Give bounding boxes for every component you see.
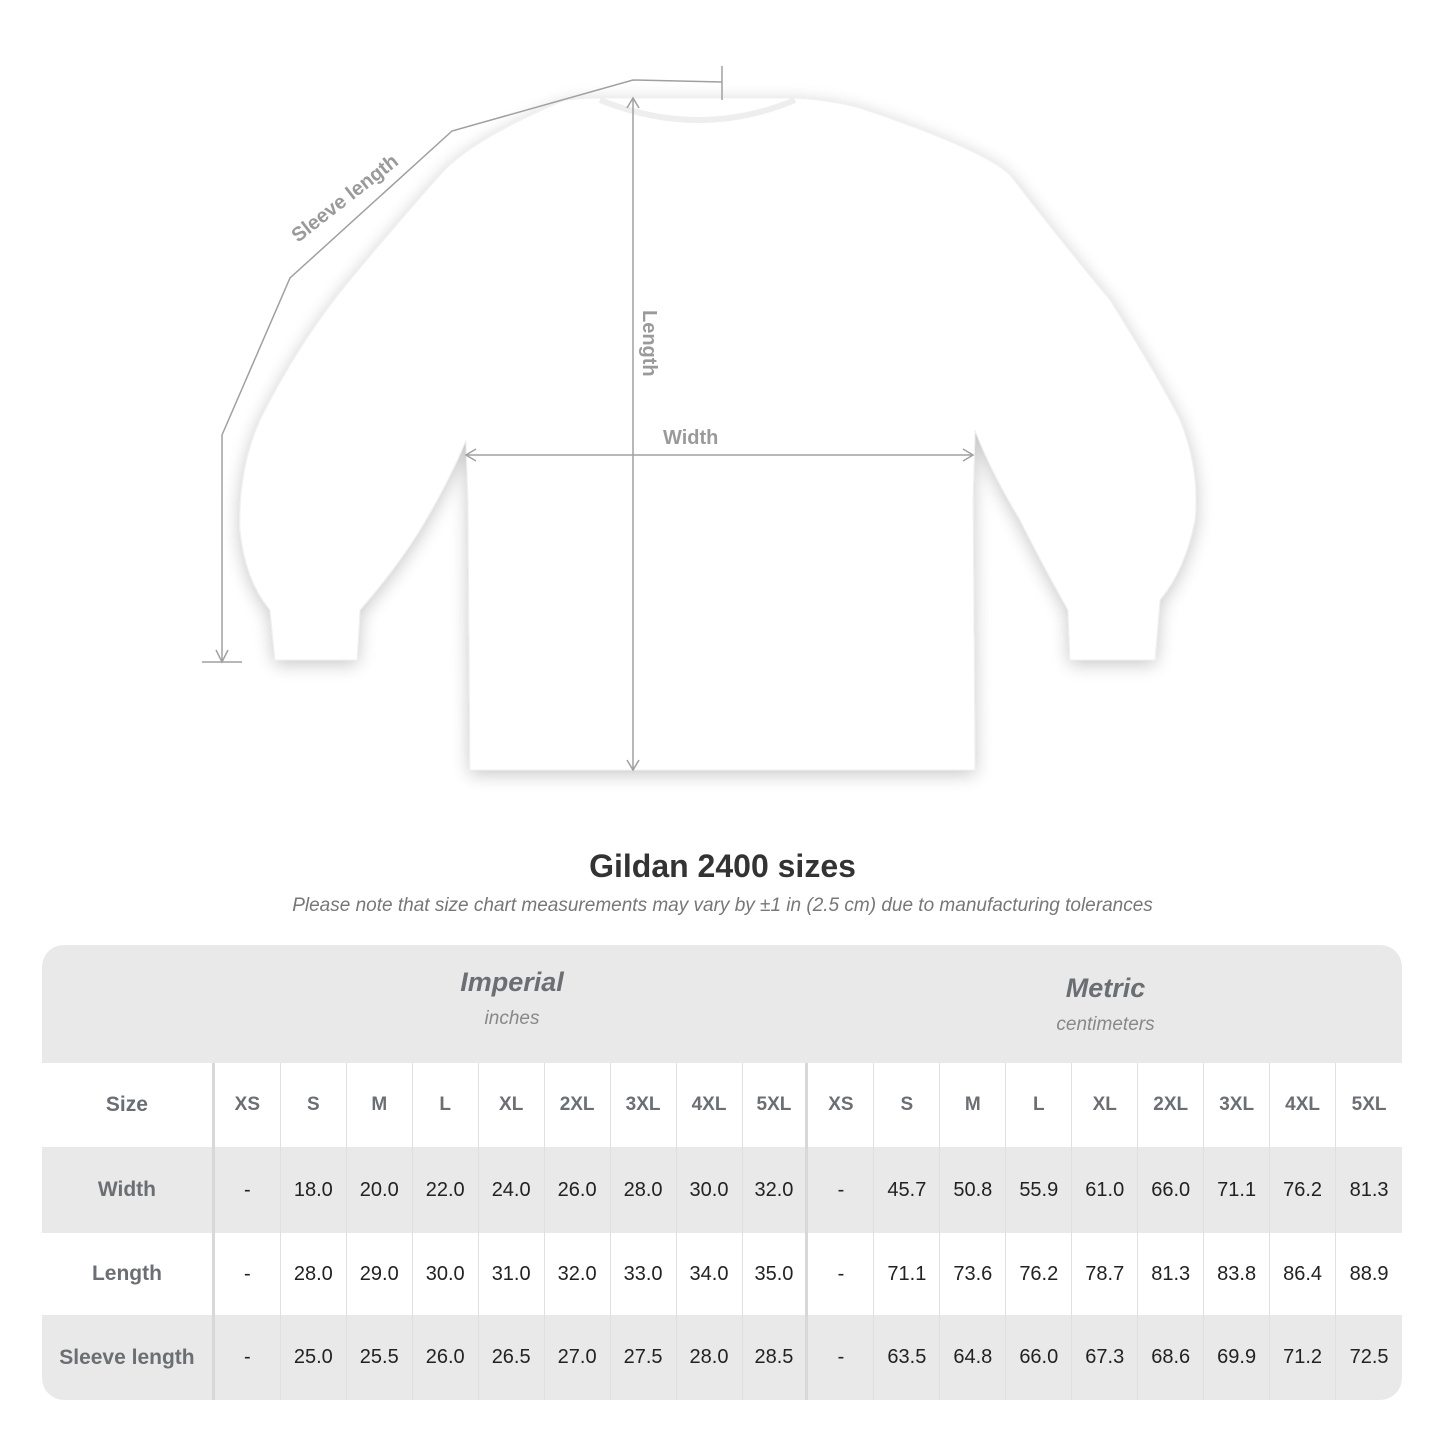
table-cell: 20.0 [347,1147,413,1233]
width-measure-line [464,448,975,462]
length-label: Length [638,310,660,377]
table-cell: - [808,1233,875,1315]
table-cell: 28.0 [611,1147,677,1233]
length-measure-line [626,96,640,772]
tolerance-note: Please note that size chart measurements… [292,895,1153,916]
size-header-cell: 4XL [1270,1063,1337,1147]
table-cell: 88.9 [1349,1262,1389,1285]
chart-title: Gildan 2400 sizes [589,848,856,884]
row-label: Size [42,1063,215,1147]
metric-header: Metric centimeters [809,973,1402,1036]
table-cell: 71.1 [1204,1147,1271,1233]
table-cell: 86.4 [1270,1233,1337,1315]
table-cell: 61.0 [1072,1147,1139,1233]
table-cell: 45.7 [874,1147,941,1233]
metric-title: Metric [1065,973,1146,1003]
table-cell: 55.9 [1006,1147,1073,1233]
size-header-cell: S [281,1063,347,1147]
shirt-diagram: Sleeve length Length Width [202,66,1197,772]
table-cell: 26.0 [413,1315,479,1400]
table-cell: 81.3 [1349,1178,1389,1201]
unit-header: Imperial inches Metric centimeters [42,945,1402,1063]
table-cell: 27.0 [545,1315,611,1400]
size-header-cell: S [874,1063,941,1147]
size-header-cell: XL [479,1063,545,1147]
size-header-cell: 3XL [611,1063,677,1147]
table-cell: 18.0 [281,1147,347,1233]
table-cell: 30.0 [413,1233,479,1315]
table-cell: 27.5 [611,1315,677,1400]
table-cell: 33.0 [611,1233,677,1315]
table-cell: 81.3 [1138,1233,1205,1315]
size-header-cell: 2XL [545,1063,611,1147]
table-cell: 73.6 [940,1233,1007,1315]
table-cell: 68.6 [1138,1315,1205,1400]
table-cell: 28.0 [677,1315,743,1400]
size-header-cell: 4XL [677,1063,743,1147]
table-cell: 69.9 [1204,1315,1271,1400]
size-table: Imperial inches Metric centimeters Size X… [42,945,1402,1400]
size-header-row: Size XS S M L XL 2XL 3XL 4XL 5XL XS S M L XL 2XL 3XL 4XL 5… [42,1063,1402,1147]
table-cell: 24.0 [479,1147,545,1233]
imperial-unit: inches [484,1008,540,1029]
table-cell: 31.0 [479,1233,545,1315]
table-cell: 76.2 [1270,1147,1337,1233]
table-cell: 29.0 [347,1233,413,1315]
size-header-cell: XL [1072,1063,1139,1147]
long-sleeve-shirt [239,97,1197,771]
table-cell: 78.7 [1072,1233,1139,1315]
sleeve-length-measure-line [202,66,723,664]
table-cell: 26.5 [479,1315,545,1400]
table-cell: 25.0 [281,1315,347,1400]
table-cell: 67.3 [1072,1315,1139,1400]
table-cell: 35.0 [743,1233,809,1315]
table-cell: - [215,1147,281,1233]
size-header-cell: L [413,1063,479,1147]
table-cell: 26.0 [545,1147,611,1233]
row-label: Length [42,1233,215,1315]
size-header-cell: M [347,1063,413,1147]
size-header-cell: 3XL [1204,1063,1271,1147]
table-cell: 30.0 [677,1147,743,1233]
table-row: Width -18.0 20.0 22.0 24.0 26.0 28.0 30.0 32.0-4… [42,1147,1402,1233]
table-cell: - [215,1233,281,1315]
table-cell: 34.0 [677,1233,743,1315]
size-header-cell: XS [808,1063,875,1147]
table-cell: 66.0 [1006,1315,1073,1400]
table-cell: 32.0 [545,1233,611,1315]
table-cell: 71.2 [1270,1315,1337,1400]
table-cell: 72.5 [1349,1346,1389,1368]
table-cell: 76.2 [1006,1233,1073,1315]
row-label: Sleeve length [42,1315,215,1400]
table-cell: 50.8 [940,1147,1007,1233]
table-cell: 28.5 [743,1315,809,1400]
table-cell: 25.5 [347,1315,413,1400]
table-cell: 22.0 [413,1147,479,1233]
width-label: Width [663,427,718,449]
table-cell: 71.1 [874,1233,941,1315]
imperial-title: Imperial [460,967,564,997]
sleeve-length-label: Sleeve length [288,150,403,247]
collar [598,97,797,123]
size-header-cell: 2XL [1138,1063,1205,1147]
table-row: Sleeve length -25.0 25.5 26.0 26.5 27.0 27.5 28… [42,1315,1402,1400]
table-cell: - [808,1315,875,1400]
table-cell: 66.0 [1138,1147,1205,1233]
imperial-header: Imperial inches [215,967,809,1030]
table-cell: 63.5 [874,1315,941,1400]
size-header-cell: 5XL [743,1063,809,1147]
table-cell: 28.0 [281,1233,347,1315]
table-row: Length -28.0 29.0 30.0 31.0 32.0 33.0 34.0 35.0-… [42,1233,1402,1315]
table-cell: 64.8 [940,1315,1007,1400]
size-header-cell: 5XL [1351,1094,1387,1115]
table-cell: 32.0 [743,1147,809,1233]
metric-unit: centimeters [1056,1014,1155,1035]
row-label: Width [42,1147,215,1233]
size-header-cell: XS [215,1063,281,1147]
table-cell: - [808,1147,875,1233]
table-cell: - [215,1315,281,1400]
table-cell: 83.8 [1204,1233,1271,1315]
size-header-cell: M [940,1063,1007,1147]
size-header-cell: L [1006,1063,1073,1147]
